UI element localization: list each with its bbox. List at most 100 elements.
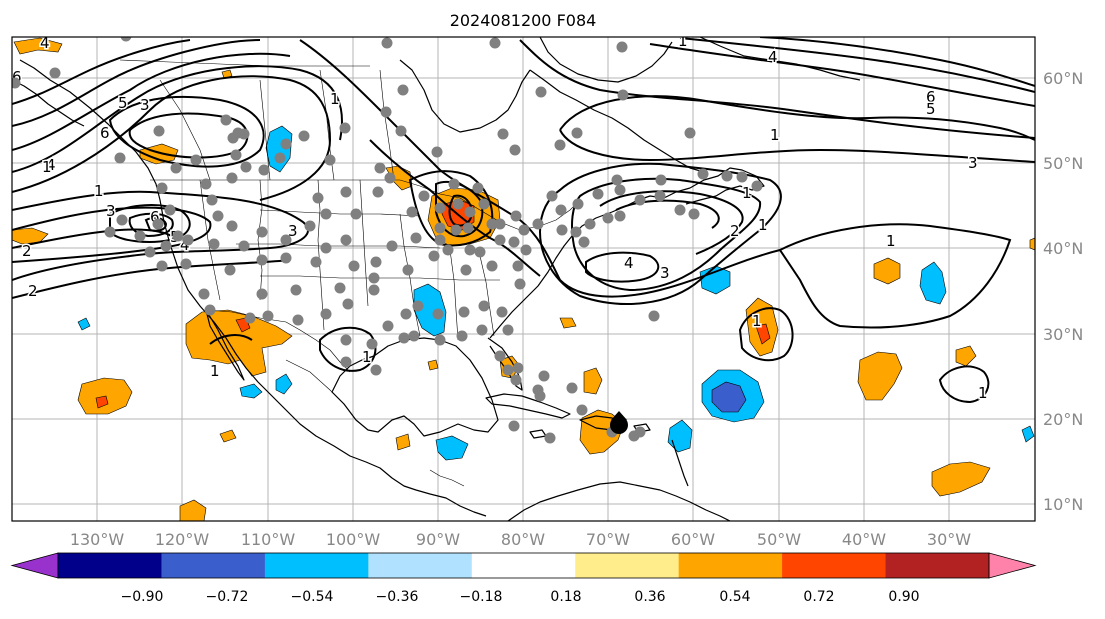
station-marker: [412, 300, 424, 312]
station-marker: [120, 37, 132, 42]
station-marker: [434, 222, 446, 234]
station-marker: [510, 374, 522, 386]
station-marker: [310, 256, 322, 268]
strong-positive-anomaly-area: [755, 323, 771, 345]
contour-line: [209, 334, 253, 345]
lat-label: 60°N: [1043, 69, 1083, 88]
station-marker: [510, 210, 522, 222]
station-marker: [386, 240, 398, 252]
station-marker: [572, 198, 584, 210]
contour-line: [778, 223, 1012, 329]
central-america-border: [429, 469, 465, 487]
contour-line: [559, 129, 1035, 163]
lon-label: 90°W: [416, 530, 460, 549]
lesser-antilles-coast: [671, 439, 689, 487]
contour-label: 6: [100, 124, 110, 142]
station-marker: [232, 127, 244, 139]
contour-label: 6: [926, 88, 936, 106]
station-marker: [428, 250, 440, 262]
canada-east-coast: [685, 167, 765, 205]
station-marker: [494, 218, 506, 230]
negative-anomaly-area: [435, 435, 469, 461]
positive-anomaly-area: [179, 499, 207, 521]
contour-label: 4: [768, 48, 778, 66]
station-marker: [370, 364, 382, 376]
station-marker: [532, 218, 544, 230]
contour-label: 4: [46, 156, 56, 174]
station-marker: [570, 226, 582, 238]
station-marker: [381, 37, 393, 49]
contour-line: [759, 37, 1035, 87]
colorbar-segment: [885, 553, 990, 578]
station-marker: [144, 246, 156, 258]
contour-line: [938, 365, 990, 404]
positive-anomaly-area: [955, 345, 977, 367]
station-marker: [611, 174, 623, 186]
station-marker: [204, 304, 216, 316]
station-marker: [616, 41, 628, 53]
station-marker: [571, 127, 583, 139]
contour-line: [408, 170, 494, 247]
negative-anomaly-area: [1021, 425, 1035, 443]
station-marker: [535, 86, 547, 98]
station-marker: [226, 172, 238, 184]
storm-marker: [610, 411, 628, 434]
station-marker: [304, 220, 316, 232]
station-marker: [156, 260, 168, 272]
station-marker: [450, 224, 462, 236]
station-marker: [434, 234, 446, 246]
negative-anomaly-area: [275, 373, 293, 395]
station-marker: [198, 288, 210, 300]
station-marker: [634, 194, 646, 206]
station-marker: [494, 350, 506, 362]
station-marker: [544, 432, 556, 444]
lat-label: 10°N: [1043, 495, 1083, 514]
lon-label: 80°W: [501, 530, 545, 549]
map-frame: [11, 36, 1036, 522]
colorbar-tick-labels: −0.90 −0.72 −0.54 −0.36 −0.18 0.18 0.36 …: [121, 589, 920, 605]
station-marker: [224, 264, 236, 276]
station-marker: [512, 362, 524, 374]
contour-line: [679, 37, 1035, 93]
station-marker: [472, 182, 484, 194]
station-marker: [342, 298, 354, 310]
station-marker: [172, 230, 184, 242]
lon-label: 30°W: [927, 530, 971, 549]
florida-coast: [487, 337, 523, 391]
contour-line: [649, 43, 1035, 107]
positive-anomaly-area: [13, 37, 63, 55]
greenland-east-coast: [699, 37, 861, 81]
station-marker: [226, 220, 238, 232]
colorbar-tick-label: 0.54: [719, 589, 750, 605]
station-marker: [614, 184, 626, 196]
lat-label: 20°N: [1043, 410, 1083, 429]
colorbar-tick-label: 0.36: [634, 589, 665, 605]
station-marker: [489, 37, 501, 49]
station-marker: [12, 77, 21, 89]
gulf-of-mexico-coast: [331, 337, 499, 437]
station-marker: [256, 288, 268, 300]
colorbar-segment: [575, 553, 680, 578]
colorbar-extend-high: [988, 552, 1037, 579]
station-marker: [320, 308, 332, 320]
station-marker: [452, 198, 464, 210]
contour-line: [571, 177, 762, 292]
station-marker: [674, 204, 686, 216]
state-border: [236, 243, 441, 249]
state-border: [449, 249, 459, 341]
station-marker: [634, 426, 646, 438]
colorbar-tick-label: 0.72: [803, 589, 834, 605]
station-marker: [290, 284, 302, 296]
station-marker: [398, 332, 410, 344]
station-marker: [256, 254, 268, 266]
station-marker: [368, 284, 380, 296]
labrador-coast: [529, 69, 705, 173]
colorbar-segment: [58, 553, 162, 578]
station-marker: [256, 226, 268, 238]
contour-line: [128, 112, 249, 159]
contour-line: [12, 206, 212, 263]
station-marker: [280, 234, 292, 246]
station-marker: [584, 218, 596, 230]
contour-label: 1: [362, 348, 372, 366]
